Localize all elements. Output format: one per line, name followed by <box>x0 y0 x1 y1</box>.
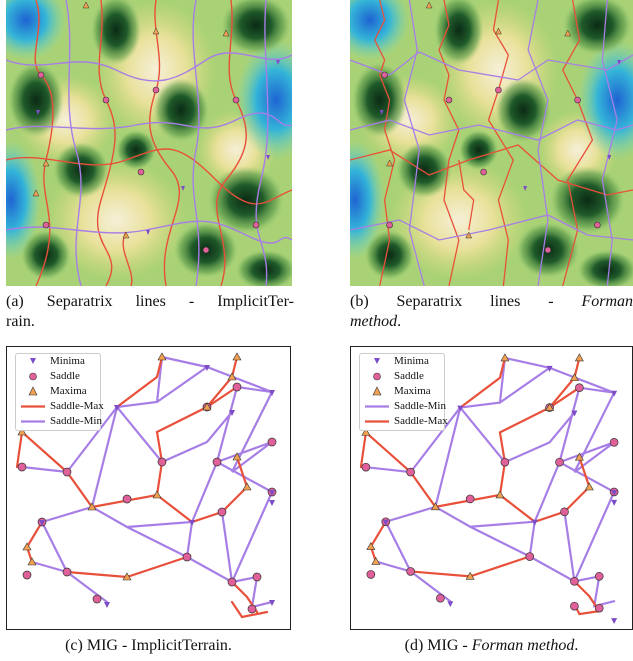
caption-a-line1: (a) Separatrix lines - ImplicitTer- <box>6 293 294 310</box>
maxima-marker-icon <box>28 386 38 396</box>
saddle-marker-icon <box>29 372 37 381</box>
caption-d-italic: Forman method <box>471 637 575 654</box>
mig-graph-c <box>15 352 277 619</box>
caption-c: (c) MIG - ImplicitTerrain. <box>6 636 291 656</box>
caption-a-line2: rain. <box>6 313 35 330</box>
legend-d-label: Maxima <box>394 385 431 397</box>
legend-d-saddle-max: Saddle-Max <box>360 414 448 429</box>
terrain-image-b <box>350 0 633 286</box>
legend-d-saddle: Saddle <box>360 369 444 384</box>
caption-b-italic: Forman <box>581 293 633 310</box>
legend-d: Minima Saddle Maxima Saddle-Min Saddle-M… <box>359 353 448 431</box>
legend-d-maxima: Maxima <box>360 384 444 399</box>
caption-a: (a) Separatrix lines - ImplicitTer- rain… <box>6 292 294 332</box>
mig-plot-c: Minima Saddle Maxima Saddle-Max Saddle-M… <box>6 346 291 630</box>
saddle-marker-icon <box>373 372 381 381</box>
legend-c-saddle-min: Saddle-Min <box>16 414 102 429</box>
saddle-min-line-icon <box>21 420 45 423</box>
legend-c-label: Saddle-Max <box>50 400 104 412</box>
caption-d-tail: . <box>574 637 579 654</box>
saddle-max-line-icon <box>21 405 45 408</box>
legend-c-minima: Minima <box>16 354 100 369</box>
minima-marker-icon <box>374 358 380 364</box>
caption-b-line2-italic: method <box>350 313 398 330</box>
caption-b: (b) Separatrix lines - Forman method. <box>350 292 633 332</box>
maxima-marker-icon <box>372 386 382 396</box>
mig-plot-d: Minima Saddle Maxima Saddle-Min Saddle-M… <box>350 346 633 630</box>
legend-d-minima: Minima <box>360 354 444 369</box>
legend-c-saddle: Saddle <box>16 369 100 384</box>
caption-b-line2: method. <box>350 312 633 332</box>
saddle-min-line-icon <box>365 405 389 408</box>
caption-c-text: (c) MIG - ImplicitTerrain. <box>65 637 232 654</box>
legend-c-saddle-max: Saddle-Max <box>16 399 104 414</box>
legend-d-label: Minima <box>394 355 429 367</box>
caption-d-prefix: (d) MIG - <box>404 637 468 654</box>
mig-nodes-c <box>17 352 277 614</box>
legend-c-label: Saddle <box>50 370 80 382</box>
mig-graph-d <box>359 353 619 625</box>
terrain-image-a <box>6 0 292 286</box>
minima-marker-icon <box>30 358 36 364</box>
legend-d-label: Saddle-Max <box>394 415 448 427</box>
caption-d: (d) MIG - Forman method. <box>350 636 633 656</box>
legend-d-label: Saddle <box>394 370 424 382</box>
caption-b-line2-tail: . <box>397 313 402 330</box>
legend-d-label: Saddle-Min <box>394 400 446 412</box>
legend-c-label: Minima <box>50 355 85 367</box>
legend-c: Minima Saddle Maxima Saddle-Max Saddle-M… <box>15 353 104 431</box>
separatrix-plot-a <box>6 0 292 286</box>
mig-nodes-d <box>361 353 619 625</box>
legend-c-maxima: Maxima <box>16 384 100 399</box>
caption-b-line1: (b) Separatrix lines - Forman <box>350 292 633 312</box>
legend-c-label: Maxima <box>50 385 87 397</box>
caption-b-prefix: (b) Separatrix lines - <box>350 293 554 310</box>
saddle-max-line-icon <box>365 420 389 423</box>
legend-c-label: Saddle-Min <box>50 415 102 427</box>
legend-d-saddle-min: Saddle-Min <box>360 399 446 414</box>
separatrix-plot-b <box>350 0 633 286</box>
